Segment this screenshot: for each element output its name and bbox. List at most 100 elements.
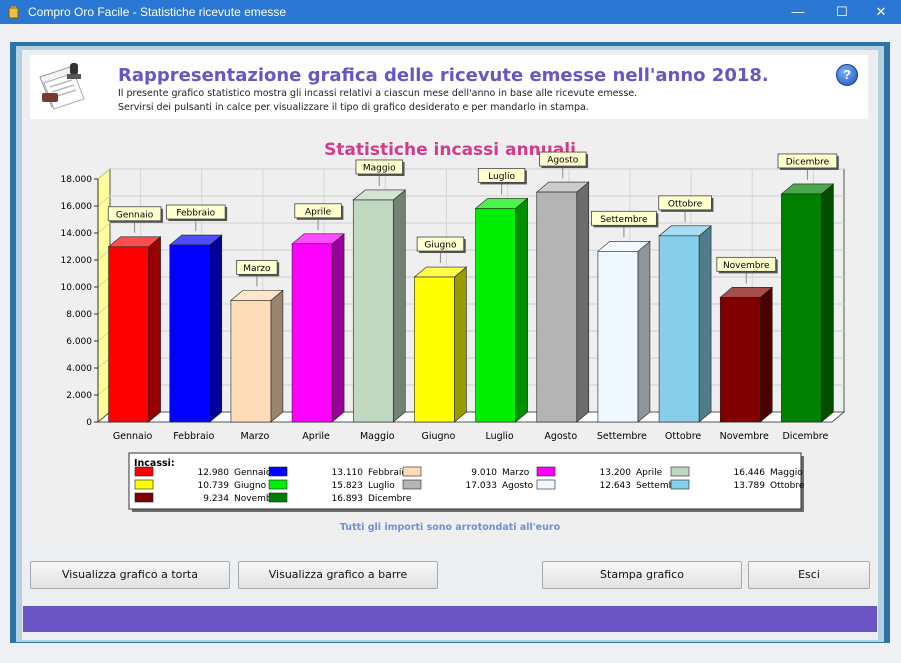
legend-label: Giugno (234, 481, 267, 491)
y-tick-label: 2.000 (66, 391, 92, 401)
bar-aprile (291, 233, 345, 423)
bar-chart-button[interactable]: Visualizza grafico a barre (238, 561, 438, 589)
callout-maggio: Maggio (355, 159, 405, 186)
grid-line-side (97, 168, 111, 180)
callout-label: Giugno (424, 241, 457, 251)
callout-aprile: Aprile (294, 203, 344, 230)
legend-label: Marzo (502, 468, 530, 478)
callout-novembre: Novembre (716, 256, 778, 284)
exit-button[interactable]: Esci (748, 561, 870, 589)
legend-item-aprile: 13.200 Aprile (536, 466, 663, 478)
x-tick-label: Giugno (421, 431, 455, 442)
x-tick-label: Aprile (302, 431, 330, 442)
bar-ottobre (658, 225, 712, 423)
x-tick-label: Luglio (485, 431, 513, 442)
legend-swatch (268, 466, 288, 477)
bar-maggio (352, 189, 407, 423)
pie-chart-button[interactable]: Visualizza grafico a torta (30, 561, 230, 589)
legend-label: Gennaio (234, 468, 272, 478)
callout-gennaio: Gennaio (107, 206, 163, 233)
header-panel: Rappresentazione grafica delle ricevute … (30, 55, 868, 119)
callout-box (107, 206, 162, 222)
callout-label: Ottobre (668, 199, 703, 209)
close-button[interactable]: ✕ (875, 4, 887, 19)
receipts-stamp-icon (39, 63, 85, 110)
bar (781, 193, 822, 423)
legend-value: 9.234 (203, 494, 229, 504)
window-title: Compro Oro Facile - Statistiche ricevute… (28, 5, 287, 19)
callout-box (477, 167, 526, 183)
legend-label: Dicembre (368, 494, 412, 504)
legend-swatch (670, 479, 690, 490)
callout-box (591, 210, 657, 226)
callout-ottobre: Ottobre (658, 195, 714, 222)
legend-value: 10.739 (198, 481, 230, 491)
callout-box (416, 236, 465, 252)
legend-swatch (268, 492, 288, 503)
callout-box (658, 195, 712, 211)
chart-footnote: Tutti gli importi sono arrotondati all'e… (340, 522, 561, 533)
y-tick-label: 8.000 (66, 310, 92, 320)
print-chart-button[interactable]: Stampa grafico (542, 561, 742, 589)
bar (352, 199, 394, 423)
bar-side (515, 197, 528, 423)
maximize-button[interactable]: ☐ (836, 4, 848, 19)
callout-label: Luglio (488, 172, 515, 182)
x-tick-label: Marzo (241, 431, 270, 442)
callout-label: Marzo (243, 264, 271, 274)
callout-label: Agosto (547, 156, 579, 166)
bar-novembre (719, 286, 774, 423)
x-tick-label: Dicembre (782, 431, 828, 442)
grid-line-side (97, 303, 111, 315)
page-description-line2: Servirsi dei pulsanti in calce per visua… (118, 102, 589, 113)
legend-item-luglio: 15.823 Luglio (268, 479, 395, 491)
legend-value: 16.893 (332, 494, 364, 504)
bar-side (148, 236, 161, 423)
callout-luglio: Luglio (477, 167, 527, 195)
legend-value: 12.643 (600, 481, 632, 491)
page-description-line1: Il presente grafico statistico mostra gl… (118, 88, 638, 99)
legend-swatch (536, 466, 556, 477)
legend-value: 12.980 (198, 468, 230, 478)
bar (719, 297, 761, 423)
bar-settembre (597, 240, 651, 423)
grid-line-side (97, 276, 111, 288)
callout-box (355, 159, 403, 175)
legend-label: Ottobre (770, 481, 805, 491)
callout-label: Aprile (305, 207, 332, 217)
legend-item-dicembre: 16.893 Dicembre (268, 492, 412, 504)
chart-title: Statistiche incassi annuali (324, 140, 576, 160)
x-tick-label: Settembre (597, 431, 647, 442)
callout-giugno: Giugno (416, 236, 466, 264)
help-icon[interactable]: ? (836, 64, 858, 86)
callout-box (165, 204, 226, 220)
callout-box (777, 153, 838, 169)
callout-box (716, 256, 777, 272)
y-tick-label: 4.000 (66, 364, 92, 374)
y-tick-label: 16.000 (61, 202, 93, 212)
y-tick-label: 6.000 (66, 337, 92, 347)
bar (291, 243, 333, 423)
legend-label: Agosto (502, 481, 534, 491)
legend-title: Incassi: (134, 458, 175, 469)
legend-label: Aprile (636, 468, 663, 478)
callout-label: Maggio (363, 163, 396, 173)
grid-line-side (97, 384, 111, 396)
minimize-button[interactable]: — (791, 4, 805, 19)
bar (169, 244, 211, 423)
bar-gennaio (107, 236, 162, 423)
callout-agosto: Agosto (539, 151, 589, 179)
legend-label: Settembre (636, 481, 684, 491)
bar-luglio (474, 197, 529, 423)
grid-line-side (97, 195, 111, 207)
legend-swatch (268, 479, 288, 490)
x-tick-label: Novembre (720, 431, 769, 442)
x-tick-label: Agosto (544, 431, 577, 442)
y-tick-label: 12.000 (61, 256, 93, 266)
app-icon (8, 6, 19, 19)
bar-side (698, 225, 712, 423)
bar (658, 235, 700, 423)
legend-swatch (134, 466, 154, 477)
bar-febbraio (168, 234, 223, 423)
legend-label: Novembre (234, 494, 281, 504)
